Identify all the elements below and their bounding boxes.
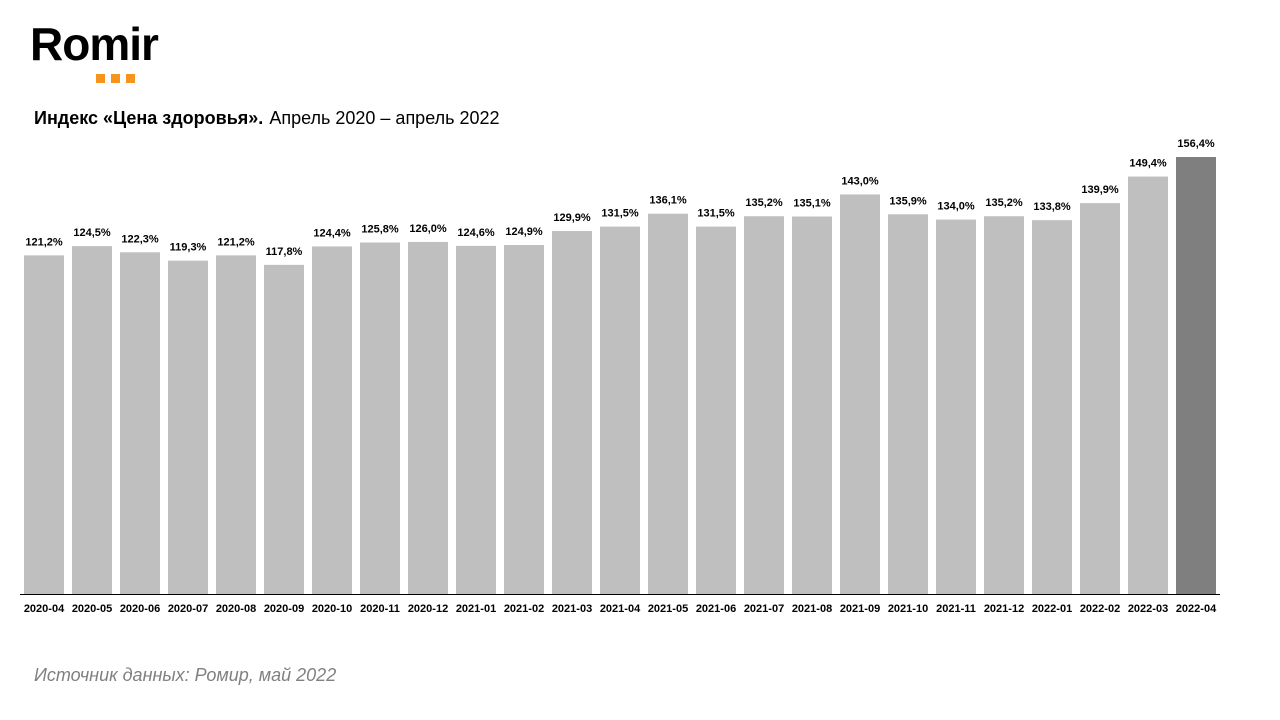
data-label: 135,9% [889, 195, 927, 207]
data-label: 136,1% [649, 195, 687, 207]
bar [792, 216, 832, 594]
x-tick-label: 2020-10 [312, 603, 352, 615]
data-label: 121,2% [25, 236, 63, 248]
bar [696, 226, 736, 594]
logo-dot [126, 74, 135, 83]
data-label: 135,1% [793, 198, 831, 210]
bar [552, 231, 592, 594]
chart-title-sub: Апрель 2020 – апрель 2022 [269, 108, 500, 128]
bar [888, 214, 928, 594]
bar [600, 226, 640, 594]
x-tick-label: 2021-08 [792, 603, 832, 615]
bar [168, 260, 208, 594]
data-label: 122,3% [121, 233, 159, 245]
data-label: 129,9% [553, 212, 591, 224]
x-tick-label: 2020-05 [72, 603, 112, 615]
logo-wordmark: Romir [30, 18, 159, 70]
x-tick-label: 2021-03 [552, 603, 592, 615]
data-label: 139,9% [1081, 184, 1119, 196]
data-label: 143,0% [841, 175, 879, 187]
data-label: 135,2% [745, 197, 783, 209]
x-tick-label: 2020-06 [120, 603, 160, 615]
bar [72, 246, 112, 594]
bar [264, 264, 304, 594]
data-label: 117,8% [266, 246, 303, 258]
data-source-note: Источник данных: Ромир, май 2022 [34, 665, 337, 685]
x-tick-label: 2021-09 [840, 603, 880, 615]
bar [984, 216, 1024, 594]
logo-dots [96, 70, 141, 83]
x-tick-label: 2021-02 [504, 603, 544, 615]
data-label: 134,0% [937, 201, 975, 213]
logo-dot [111, 74, 120, 83]
bar [312, 246, 352, 595]
data-label: 125,8% [361, 224, 399, 236]
x-tick-label: 2022-02 [1080, 603, 1120, 615]
x-tick-label: 2022-03 [1128, 603, 1168, 615]
romir-logo: Romir [30, 18, 190, 83]
x-tick-label: 2021-07 [744, 603, 784, 615]
bar [216, 255, 256, 594]
data-label: 135,2% [985, 197, 1023, 209]
bar [1032, 220, 1072, 594]
bar [24, 255, 64, 594]
data-label: 121,2% [217, 236, 255, 248]
data-label: 119,3% [170, 242, 207, 254]
bar [1128, 176, 1168, 594]
x-tick-label: 2022-01 [1032, 603, 1072, 615]
x-tick-label: 2020-04 [24, 603, 65, 615]
x-tick-label: 2021-11 [936, 603, 976, 615]
data-label: 131,5% [601, 208, 639, 220]
x-tick-label: 2021-06 [696, 603, 736, 615]
x-tick-label: 2020-08 [216, 603, 256, 615]
bar [1176, 157, 1216, 594]
data-label: 124,5% [73, 227, 111, 239]
data-label: 131,5% [697, 208, 735, 220]
logo-dot [96, 74, 105, 83]
bar [744, 216, 784, 594]
bar [408, 241, 448, 595]
data-label: 149,4% [1129, 158, 1167, 170]
x-tick-label: 2020-07 [168, 603, 208, 615]
data-label: 124,9% [505, 226, 543, 238]
x-tick-label: 2020-11 [360, 603, 400, 615]
bar [648, 213, 688, 594]
bar [456, 245, 496, 594]
data-label: 124,4% [313, 227, 351, 239]
bar [120, 252, 160, 594]
x-tick-label: 2021-10 [888, 603, 928, 615]
x-tick-label: 2021-05 [648, 603, 688, 615]
bar [360, 242, 400, 594]
x-tick-label: 2020-09 [264, 603, 304, 615]
data-label: 124,6% [457, 227, 495, 239]
bar [504, 245, 544, 594]
x-tick-label: 2021-04 [600, 603, 641, 615]
data-label: 156,4% [1177, 138, 1215, 150]
chart-title-main: Индекс «Цена здоровья». [34, 108, 264, 128]
bar [840, 194, 880, 595]
data-label: 126,0% [409, 223, 447, 235]
bar [936, 219, 976, 594]
x-tick-label: 2022-04 [1176, 603, 1217, 615]
bar [1080, 203, 1120, 594]
x-tick-label: 2021-12 [984, 603, 1024, 615]
data-label: 133,8% [1033, 201, 1071, 213]
chart-title: Индекс «Цена здоровья». Апрель 2020 – апр… [34, 106, 500, 130]
x-tick-label: 2021-01 [456, 603, 496, 615]
x-tick-label: 2020-12 [408, 603, 448, 615]
